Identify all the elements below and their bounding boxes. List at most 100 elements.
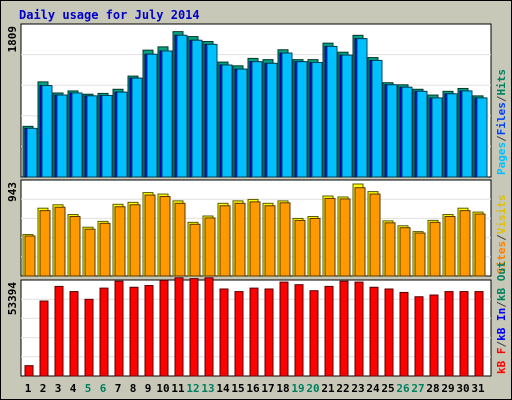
bar-kb-f-13: [204, 277, 214, 377]
bar-kb-f-3: [54, 285, 64, 377]
x-tick-label: 22: [336, 382, 349, 395]
bar-sites-29: [444, 215, 456, 277]
legend-item: Sites: [495, 241, 508, 274]
bar-pages-21: [326, 45, 338, 178]
bar-kb-f-18: [279, 281, 289, 377]
bar-pages-1: [26, 127, 38, 178]
bar-sites-21: [324, 197, 336, 277]
bar-pages-9: [146, 53, 158, 178]
bar-sites-31: [474, 213, 486, 277]
bar-kb-f-26: [399, 291, 409, 377]
legend-item: Pages: [495, 142, 508, 175]
x-tick-label: 9: [145, 382, 152, 395]
bar-pages-26: [401, 86, 413, 178]
bar-sites-1: [24, 235, 36, 277]
x-tick-label: 15: [231, 382, 244, 395]
bar-kb-f-19: [294, 284, 304, 377]
axis-max-label: 943: [6, 182, 19, 202]
legend-item: /: [495, 234, 508, 241]
x-tick-label: 16: [246, 382, 260, 395]
x-tick-label: 27: [411, 382, 424, 395]
bar-sites-25: [384, 222, 396, 277]
bar-kb-f-1: [24, 365, 34, 377]
x-tick-label: 6: [100, 382, 107, 395]
legend-visits-sites: Sites/Visits: [495, 195, 508, 275]
bar-sites-20: [309, 217, 321, 277]
bar-pages-24: [371, 59, 383, 178]
legend-item: Hits: [495, 69, 508, 96]
axis-max-label: 1809: [6, 26, 19, 53]
bar-kb-f-14: [219, 288, 229, 377]
bar-pages-16: [251, 61, 263, 178]
bar-sites-9: [144, 194, 156, 277]
bar-sites-23: [354, 187, 366, 277]
legend-hits-files-pages: Pages/Files/Hits: [495, 69, 508, 175]
bar-kb-f-4: [69, 291, 79, 377]
bar-kb-f-17: [264, 288, 274, 377]
bar-kb-f-28: [429, 294, 439, 377]
legend-item: Files: [495, 102, 508, 135]
panel-hits-files-pages: 1809 Pages/Files/Hits: [6, 23, 508, 178]
bar-pages-15: [236, 68, 248, 178]
bar-kb-f-21: [324, 285, 334, 377]
x-tick-label: 31: [471, 382, 485, 395]
legend-item: /: [495, 341, 508, 348]
bar-sites-8: [129, 204, 141, 277]
bar-kb-f-2: [39, 300, 49, 377]
x-tick-label: 18: [276, 382, 289, 395]
bar-sites-12: [189, 223, 201, 277]
bar-sites-16: [249, 201, 261, 277]
bar-kb-f-25: [384, 288, 394, 377]
x-tick-label: 1: [25, 382, 32, 395]
x-tick-label: 19: [291, 382, 304, 395]
chart-title: Daily usage for July 2014: [19, 8, 200, 22]
bar-pages-17: [266, 62, 278, 178]
legend-item: Visits: [495, 195, 508, 235]
bar-kb-f-10: [159, 279, 169, 377]
bar-pages-18: [281, 52, 293, 178]
legend-item: kB In: [495, 308, 508, 341]
x-tick-label: 28: [426, 382, 439, 395]
x-tick-label: 26: [396, 382, 410, 395]
x-tick-label: 4: [70, 382, 77, 395]
x-tick-label: 2: [40, 382, 47, 395]
x-tick-label: 3: [55, 382, 62, 395]
legend-item: kB Out: [495, 261, 508, 301]
bar-sites-3: [54, 206, 66, 277]
bar-sites-7: [114, 206, 126, 277]
bar-sites-28: [429, 221, 441, 277]
x-tick-label: 29: [441, 382, 454, 395]
bar-pages-27: [416, 90, 428, 178]
bar-sites-22: [339, 198, 351, 277]
bar-sites-15: [234, 202, 246, 277]
bar-kb-f-30: [459, 291, 469, 377]
x-tick-label: 11: [171, 382, 185, 395]
bar-pages-11: [176, 34, 188, 178]
axis-max-label: 53394: [6, 282, 19, 315]
bar-pages-29: [446, 93, 458, 178]
bar-pages-12: [191, 39, 203, 178]
bar-sites-30: [459, 210, 471, 277]
bar-kb-f-6: [99, 287, 109, 377]
x-tick-label: 30: [456, 382, 469, 395]
x-tick-label: 8: [130, 382, 137, 395]
bar-kb-f-9: [144, 285, 154, 377]
legend-item: kB F: [495, 348, 508, 375]
bar-kb-f-8: [129, 286, 139, 377]
x-tick-label: 7: [115, 382, 122, 395]
bar-sites-4: [69, 215, 81, 277]
bar-kb-f-29: [444, 291, 454, 377]
bar-pages-22: [341, 54, 353, 178]
bar-pages-14: [221, 64, 233, 178]
bar-sites-18: [279, 202, 291, 277]
bar-pages-20: [311, 62, 323, 178]
bar-pages-4: [71, 92, 83, 178]
bar-pages-28: [431, 97, 443, 178]
bar-kb-f-5: [84, 298, 94, 377]
bar-sites-26: [399, 227, 411, 277]
bar-kb-f-11: [174, 277, 184, 377]
legend-item: /: [495, 301, 508, 308]
bar-kb-f-12: [189, 278, 199, 377]
